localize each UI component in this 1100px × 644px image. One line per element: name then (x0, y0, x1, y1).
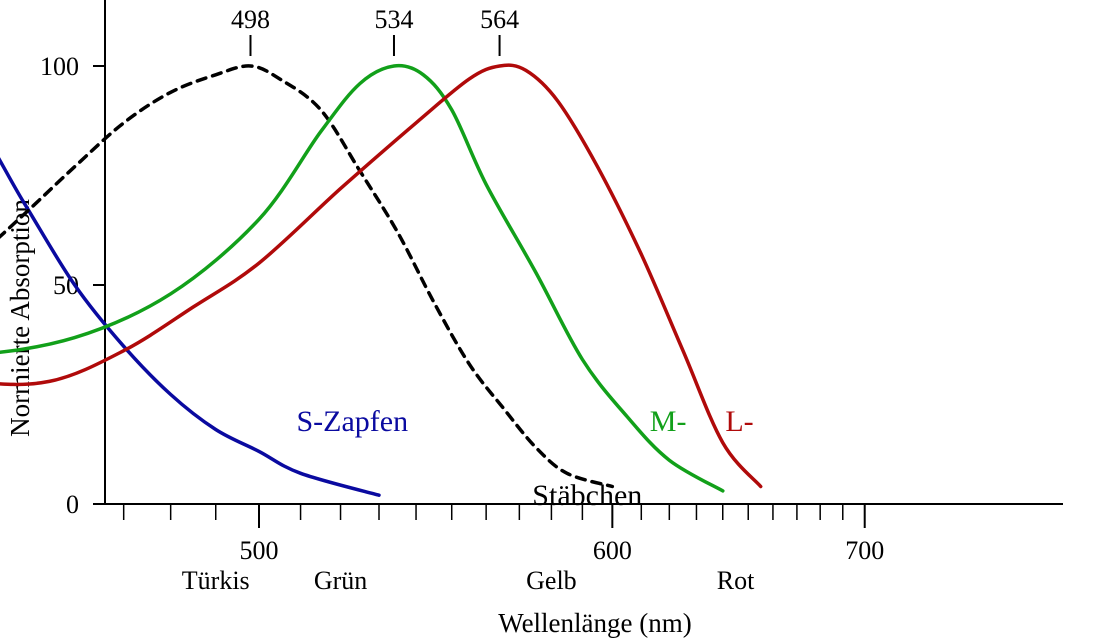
x-tick-label: 700 (845, 536, 884, 565)
series-line-st-bchen (0, 64, 615, 489)
series-label-st-bchen: Stäbchen (532, 479, 642, 512)
x-tick-label: 600 (593, 536, 632, 565)
series-line-m (0, 63, 725, 493)
color-band-label: Gelb (526, 566, 577, 595)
color-band-label: Grün (314, 566, 367, 595)
x-axis-title: Wellenlänge (nm) (498, 608, 692, 638)
color-band-label: Türkis (182, 566, 250, 595)
y-tick-label: 100 (40, 52, 79, 81)
series-line-s-zapfen (0, 157, 381, 497)
x-tick-label: 500 (240, 536, 279, 565)
peak-label: 564 (480, 5, 519, 34)
peak-label: 534 (374, 5, 413, 34)
color-band-label: Rot (717, 566, 755, 595)
series-label-m: M- (650, 405, 687, 438)
series-label-s-zapfen: S-Zapfen (296, 405, 408, 438)
series-line-l (0, 63, 763, 489)
y-axis-title: Normierte Absorption (5, 199, 35, 437)
peak-label: 498 (231, 5, 270, 34)
y-tick-label: 0 (66, 490, 79, 519)
series-label-l: L- (725, 405, 753, 438)
